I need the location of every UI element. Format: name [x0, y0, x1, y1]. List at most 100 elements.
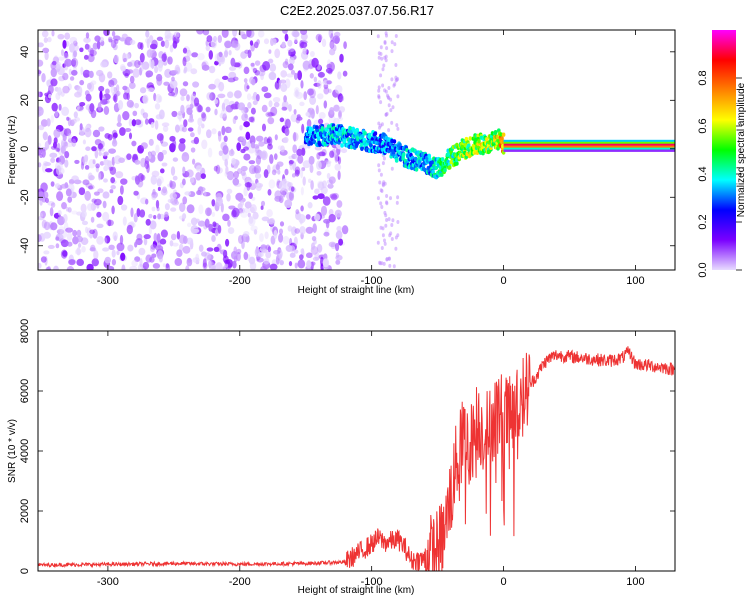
spectrogram-cell	[42, 131, 48, 141]
spectrogram-cell	[334, 153, 339, 163]
spectrogram-cell	[126, 153, 132, 160]
spectrogram-cell	[485, 137, 489, 142]
spectrogram-cell	[380, 122, 384, 127]
spectrogram-cell	[124, 72, 129, 78]
spectrogram-cell	[330, 242, 337, 250]
spectrogram-cell	[394, 157, 399, 162]
spectrogram-cell	[388, 263, 392, 268]
spectrogram-cell	[390, 49, 394, 54]
spectrogram-cell	[125, 53, 130, 60]
spectrogram-cell	[222, 213, 230, 222]
spectrogram-cell	[134, 241, 138, 248]
spectrogram-cell	[98, 126, 105, 132]
spectrogram-cell	[281, 41, 286, 48]
spectrogram-cell	[247, 49, 252, 59]
spectrogram-cell	[385, 46, 389, 51]
spectrogram-cell	[192, 81, 200, 88]
spectrogram-cell	[316, 170, 322, 176]
spectrogram-cell	[103, 30, 110, 37]
spectrogram-cell	[116, 122, 122, 127]
spectrogram-cell	[278, 233, 284, 243]
spectrogram-cell	[155, 73, 163, 82]
spectrogram-cell	[61, 202, 67, 210]
spectrogram-cell	[312, 139, 317, 145]
spectrogram-cell	[90, 80, 97, 86]
spectrogram-cell	[106, 219, 114, 227]
spectrogram-cell	[377, 163, 381, 168]
spectrogram-cell	[197, 220, 206, 227]
spectrogram-cell	[195, 253, 200, 262]
spectrogram-cell	[336, 200, 343, 208]
spectrogram-cell	[243, 186, 248, 197]
spectrogram-cell	[306, 119, 312, 128]
spectrogram-cell	[261, 123, 267, 132]
spectrogram-cell	[93, 191, 100, 196]
spectrogram-cell	[98, 150, 102, 157]
spectrogram-cell	[131, 140, 137, 147]
spectrogram-cell	[178, 142, 186, 152]
spectrogram-cell	[142, 261, 150, 270]
spectrogram-cell	[386, 93, 389, 98]
spectrogram-cell	[338, 106, 346, 113]
spectrogram-cell	[265, 244, 271, 251]
spectrogram-cell	[284, 118, 291, 129]
spectrogram-cell	[377, 88, 381, 93]
spectrogram-cell	[402, 152, 406, 157]
spectrogram-cell	[98, 85, 105, 92]
spectrogram-cell	[318, 112, 326, 119]
spectrogram-cell	[115, 90, 121, 97]
spectrogram-cell	[206, 35, 213, 43]
spectrogram-cell	[72, 229, 78, 237]
spectrogram-cell	[105, 88, 110, 95]
spectrogram-cell	[292, 132, 299, 142]
spectrogram-cell	[126, 99, 134, 108]
spectrogram-cell	[142, 94, 149, 104]
spectrogram-cell	[321, 38, 327, 48]
spectrogram-cell	[253, 164, 262, 174]
spectrogram-cell	[316, 160, 322, 170]
spectrogram-cell	[221, 30, 229, 38]
spectrogram-cell	[42, 47, 50, 54]
spectrogram-cell	[55, 147, 60, 152]
spectrogram-cell	[381, 67, 385, 72]
spectrogram-cell	[145, 254, 152, 263]
spectrogram-cell	[86, 263, 94, 270]
spectrogram-cell	[200, 173, 206, 179]
spectrogram-cell	[38, 106, 44, 116]
spectrogram-cell	[44, 140, 50, 150]
spectrogram-cell	[223, 50, 229, 58]
spectrogram-cell	[112, 35, 121, 41]
spectrogram-cell	[186, 94, 190, 102]
spectrogram-cell	[279, 259, 284, 266]
spectrogram-cell	[328, 213, 336, 223]
x-tick-label: -200	[229, 576, 251, 588]
spectrogram-cell	[156, 176, 164, 184]
spectrogram-cell	[300, 186, 304, 196]
spectrogram-cell	[211, 199, 216, 207]
spectrogram-cell	[97, 143, 104, 150]
spectrogram-cell	[104, 235, 111, 244]
x-tick-label: 100	[626, 275, 644, 287]
spectrogram-cell	[338, 93, 343, 103]
spectrogram-cell	[295, 209, 300, 215]
spectrogram-cell	[380, 246, 384, 250]
spectrogram-cell	[245, 131, 251, 140]
spectrogram-cell	[230, 57, 236, 67]
spectrogram-cell	[391, 105, 395, 110]
spectrogram-cell	[54, 183, 61, 189]
spectrogram-cell	[300, 168, 304, 179]
spectrogram-cell	[307, 202, 313, 209]
spectrogram-cell	[293, 108, 297, 115]
spectrogram-cell	[231, 209, 237, 218]
spectrogram-cell	[150, 175, 158, 185]
spectrogram-cell	[284, 199, 293, 208]
spectrogram-cell	[263, 38, 270, 45]
spectrogram-cell	[135, 238, 143, 246]
spectrogram-cell	[255, 155, 262, 165]
spectrogram-cell	[191, 158, 196, 165]
spectrogram-cell	[270, 106, 278, 117]
spectrogram-cell	[288, 261, 293, 267]
spectrogram-cell	[103, 237, 108, 245]
spectrogram-cell	[378, 260, 382, 265]
spectrogram-cell	[47, 201, 55, 206]
